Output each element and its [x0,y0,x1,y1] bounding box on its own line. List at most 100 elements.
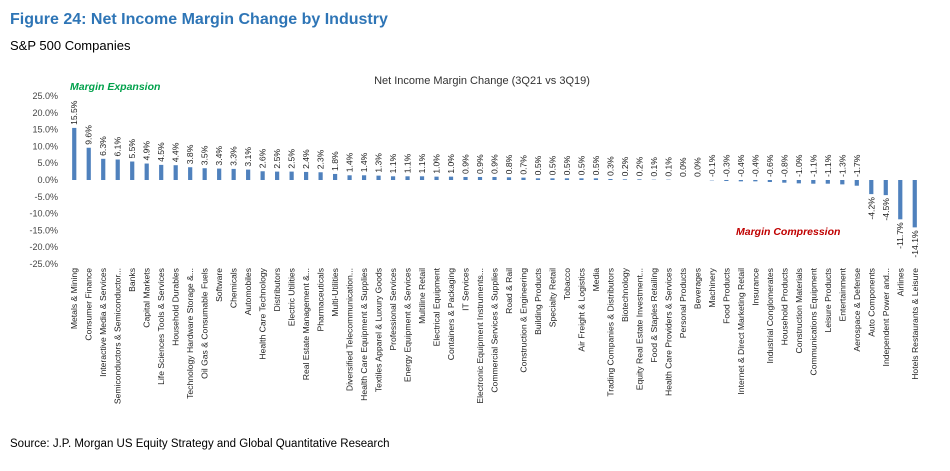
data-label: 2.5% [272,149,282,169]
category-label: Pharmaceuticals [316,268,326,332]
data-label: 4.9% [142,141,152,161]
y-tick-label: 10.0% [32,141,58,151]
data-label: -4.5% [881,198,891,221]
bar [463,176,468,180]
category-label: Semiconductors & Semiconductor... [113,268,123,404]
data-label: -1.3% [837,154,847,177]
data-label: -11.7% [895,222,905,249]
category-label: Tobacco [562,268,572,300]
data-label: 3.1% [243,147,253,167]
data-label: 6.1% [113,137,123,157]
bar [912,180,917,228]
category-label: Energy Equipment & Services [403,268,413,382]
bar [231,168,236,180]
data-label: -0.3% [721,154,731,177]
data-label: 1.4% [359,152,369,172]
bar [376,175,381,180]
category-label: Banks [127,268,137,292]
data-label: 0.5% [591,155,601,175]
data-label: 0.9% [475,154,485,174]
data-label: -0.4% [750,154,760,177]
data-label: -0.6% [765,154,775,177]
category-label: Multi-Utilities [330,268,340,317]
data-label: 1.1% [417,153,427,173]
data-label: 2.3% [316,149,326,169]
bar [159,164,164,180]
bar [753,180,758,182]
y-tick-label: 25.0% [32,91,58,101]
category-label: Technology Hardware Storage &... [185,268,195,399]
bar [86,147,91,180]
data-label: 0.5% [533,155,543,175]
data-label: -1.0% [794,154,804,177]
data-label: 1.1% [403,153,413,173]
data-label: 0.5% [547,155,557,175]
y-tick-label: 15.0% [32,125,58,135]
bar [869,180,874,195]
bar [419,176,425,180]
bar [260,171,265,180]
data-label: 1.0% [432,154,442,174]
category-label: Oil Gas & Consumable Fuels [200,268,210,379]
category-label: Aerospace & Defense [852,268,862,352]
bar [898,180,903,220]
bar [188,167,193,180]
bar [637,179,642,180]
bar [144,163,149,180]
category-label: Electronic Equipment Instruments... [475,268,485,404]
data-label: 3.8% [185,144,195,164]
data-label: 0.2% [634,156,644,176]
data-label: 2.6% [258,148,268,168]
y-axis: 25.0% 20.0% 15.0% 10.0% 5.0% 0.0% -5.0% -10.0% -… [29,91,58,269]
bar [506,177,512,180]
bar [564,178,570,180]
category-label: Real Estate Management &... [301,268,311,380]
x-axis-labels: Metals & Mining Consumer Finance Interacti… [69,267,920,404]
category-label: IT Services [461,268,471,311]
category-label: Distributors [272,268,282,311]
bar [289,171,294,180]
category-label: Entertainment [837,267,847,321]
bar [521,177,526,180]
category-label: Professional Services [388,268,398,351]
data-label: 0.9% [461,154,471,174]
data-label: -4.2% [866,197,876,220]
category-label: Biotechnology [620,267,630,322]
bar [738,180,743,182]
bar [275,171,280,180]
source-note: Source: J.P. Morgan US Equity Strategy a… [10,438,390,450]
category-label: Personal Products [678,268,688,338]
bar [347,175,352,180]
data-label: 4.5% [156,142,166,162]
data-label: 2.5% [287,149,297,169]
bar [593,178,599,180]
bar [361,175,367,180]
category-label: Multiline Retail [417,268,427,324]
category-label: Health Care Equipment & Supplies [359,268,369,401]
category-label: Health Care Providers & Services [663,268,673,396]
category-label: Internet & Direct Marketing Retail [736,268,746,395]
bar [246,169,251,180]
data-label: 3.3% [229,146,239,166]
category-label: Beverages [692,268,702,309]
category-label: Containers & Packaging [446,268,456,360]
data-label: 1.8% [330,151,340,171]
bar [115,159,120,180]
bar [318,172,323,180]
margin-compression-annotation: Margin Compression [736,226,840,238]
data-label: 1.4% [345,152,355,172]
bar [477,176,483,180]
data-label: 0.0% [678,157,688,177]
category-label: Construction & Engineering [518,268,528,373]
bar [202,168,207,180]
category-label: Chemicals [229,268,239,308]
category-label: Machinery [707,267,717,307]
data-label: 0.1% [649,157,659,177]
category-label: Equity Real Estate Investment... [634,268,644,390]
category-label: Media [591,268,601,292]
data-label: 1.1% [388,153,398,173]
bar [405,176,410,180]
data-label: 4.4% [171,142,181,162]
y-tick-label: -15.0% [29,225,58,235]
